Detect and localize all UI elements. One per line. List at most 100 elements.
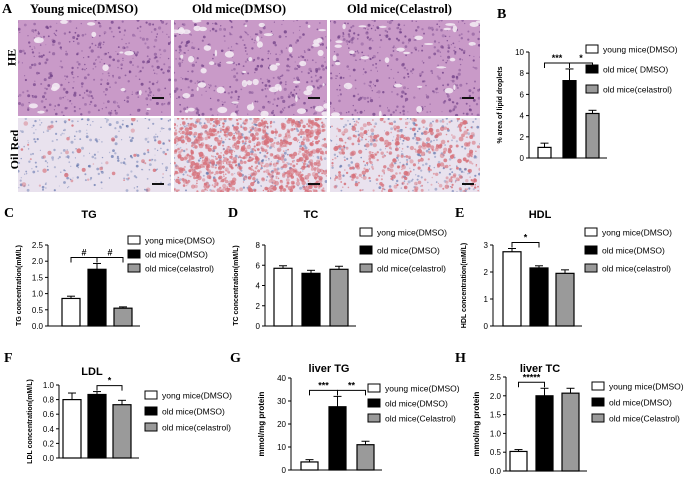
chart-title-d: TC — [304, 209, 319, 221]
scale-bar — [308, 183, 320, 185]
y-tick-label-h: 2.5 — [490, 373, 502, 382]
y-tick-label-f: 0.0 — [43, 454, 55, 463]
legend-label-e: old mice(DMSO) — [602, 246, 665, 256]
y-tick-label-c: 1.5 — [32, 273, 44, 282]
legend-label-f: old mice(DMSO) — [162, 407, 225, 417]
bar-d-1 — [301, 272, 321, 327]
y-tick-label-c: 2.5 — [32, 241, 44, 250]
panel-letter-e: E — [455, 206, 464, 221]
y-tick-label-h: 1.5 — [490, 411, 502, 420]
legend-swatch-h — [591, 397, 605, 407]
panel-letter-g: G — [230, 351, 241, 366]
legend-swatch-e — [584, 245, 598, 255]
bar-h-0 — [509, 450, 528, 472]
y-axis-label-b: % area of lipid droplets — [497, 66, 504, 143]
significance-bracket-e — [511, 242, 540, 248]
legend-label-c: old mice(DMSO) — [145, 250, 208, 260]
y-tick-label-e: 0 — [484, 322, 489, 331]
oilred-image-young — [18, 118, 171, 192]
he-image-old — [174, 20, 327, 116]
significance-bracket-h — [518, 381, 545, 388]
scale-bar — [462, 183, 474, 185]
legend-swatch-b — [585, 84, 599, 94]
column-header-old: Old mice(DMSO) — [192, 2, 287, 16]
bar-h-2 — [561, 392, 580, 472]
panel-letter-h: H — [455, 351, 466, 366]
legend-swatch-c — [127, 235, 141, 245]
significance-label-c: # — [107, 247, 112, 257]
legend-label-h: young mice(DMSO) — [609, 382, 684, 392]
y-tick-label-b: 6 — [520, 90, 525, 99]
significance-bracket-g — [309, 389, 338, 396]
bar-f-2 — [112, 404, 132, 459]
y-tick-label-f: 1.0 — [43, 381, 55, 390]
legend-label-c: old mice(celastrol) — [145, 264, 214, 274]
y-tick-label-e: 1 — [484, 295, 489, 304]
y-tick-label-b: 4 — [520, 112, 525, 121]
chart-title-h: liver TC — [520, 363, 560, 375]
y-axis-label-h: mmol/mg protein — [472, 391, 481, 456]
legend-label-h: old mice(Celastrol) — [609, 414, 680, 424]
legend-swatch-g — [367, 413, 381, 423]
legend-swatch-b — [585, 44, 599, 54]
legend-swatch-b — [585, 64, 599, 74]
bar-d-0 — [273, 267, 293, 327]
panel-letter-b: B — [497, 7, 506, 22]
significance-label-g: *** — [318, 380, 329, 390]
significance-bracket-b — [544, 62, 570, 68]
legend-label-b: young mice(DMSO) — [603, 45, 678, 55]
y-tick-label-h: 0.0 — [490, 467, 502, 476]
column-header-celastrol: Old mice(Celastrol) — [347, 2, 452, 16]
y-tick-label-c: 0.0 — [32, 322, 44, 331]
chart-title-e: HDL — [529, 209, 552, 221]
significance-bracket-c — [96, 256, 124, 263]
legend-swatch-f — [144, 390, 158, 400]
legend-label-e: old mice(celastrol) — [602, 264, 671, 274]
y-tick-label-f: 0.6 — [43, 410, 55, 419]
y-tick-label-c: 0.5 — [32, 306, 44, 315]
scale-bar — [308, 97, 320, 99]
legend-swatch-f — [144, 406, 158, 416]
y-tick-label-g: 30 — [277, 397, 286, 406]
y-tick-label-h: 2.0 — [490, 392, 502, 401]
significance-bracket-g — [337, 389, 366, 396]
y-tick-label-e: 2 — [484, 268, 489, 277]
y-axis-label-e: HDL concentration(mM/L) — [461, 243, 468, 328]
significance-label-b: * — [579, 53, 583, 63]
panel-letter-c: C — [4, 206, 14, 221]
panel-letter-d: D — [228, 206, 238, 221]
oilred-image-old — [174, 118, 327, 192]
y-tick-label-d: 6 — [256, 261, 261, 270]
legend-label-h: old mice(DMSO) — [609, 398, 672, 408]
he-image-young — [18, 20, 171, 116]
y-axis-label-d: TC concentration(mM/L) — [233, 245, 240, 326]
significance-bracket-c — [70, 256, 98, 263]
y-tick-label-b: 10 — [515, 48, 524, 57]
chart-title-c: TG — [81, 209, 96, 221]
legend-label-d: old mice(DMSO) — [377, 246, 440, 256]
legend-swatch-d — [359, 245, 373, 255]
legend-swatch-d — [359, 227, 373, 237]
bar-c-0 — [61, 297, 81, 327]
bar-g-0 — [300, 461, 319, 471]
legend-swatch-d — [359, 263, 373, 273]
legend-label-g: young mice(DMSO) — [385, 384, 460, 394]
bar-c-2 — [113, 307, 133, 327]
legend-swatch-c — [127, 249, 141, 259]
y-tick-label-d: 0 — [256, 322, 261, 331]
bar-c-1 — [87, 268, 107, 327]
bar-f-0 — [62, 399, 82, 459]
bar-e-1 — [529, 267, 549, 327]
y-tick-label-f: 0.8 — [43, 396, 55, 405]
bar-b-0 — [537, 146, 552, 159]
bar-d-2 — [329, 268, 349, 327]
legend-label-g: old mice(DMSO) — [385, 399, 448, 409]
legend-swatch-h — [591, 413, 605, 423]
legend-swatch-g — [367, 383, 381, 393]
bar-e-2 — [555, 272, 575, 327]
legend-label-c: yong mice(DMSO) — [145, 236, 215, 246]
significance-label-b: *** — [552, 53, 563, 63]
chart-title-g: liver TG — [309, 363, 350, 375]
y-tick-label-b: 8 — [520, 69, 525, 78]
